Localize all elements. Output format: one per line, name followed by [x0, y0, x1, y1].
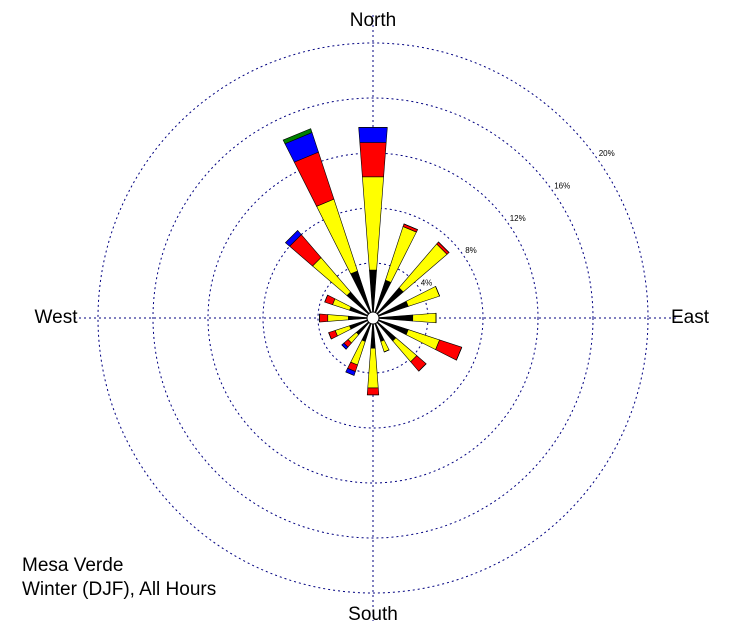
- rose-segment: [358, 127, 388, 143]
- grid-ring: [207, 152, 539, 484]
- rose-segment: [282, 128, 313, 145]
- rose-segment: [284, 229, 302, 247]
- annotation: Mesa Verde: [22, 555, 123, 576]
- rose-segment: [341, 342, 349, 350]
- rose-segment: [324, 294, 336, 306]
- rose-segment: [319, 313, 329, 323]
- r-tick-label: 20%: [599, 149, 615, 158]
- rose-segment: [402, 223, 419, 233]
- rose-segment: [384, 349, 390, 353]
- rose-segment: [367, 347, 379, 389]
- direction-label: East: [671, 307, 710, 328]
- direction-label: South: [348, 604, 398, 625]
- grid-ring: [262, 207, 484, 429]
- r-tick-label: 12%: [510, 214, 526, 223]
- rose-segment: [392, 337, 418, 363]
- rose-segment: [405, 285, 441, 307]
- calm-circle: [366, 311, 380, 325]
- grid-ring: [97, 42, 649, 594]
- rose-segment: [359, 142, 387, 178]
- rose-segment: [350, 339, 366, 366]
- r-tick-label: 8%: [465, 246, 477, 255]
- direction-label: North: [350, 10, 396, 31]
- rose-segment: [345, 367, 356, 376]
- rose-segment: [324, 294, 328, 303]
- rose-segment: [362, 176, 384, 271]
- rose-segment: [328, 332, 332, 340]
- annotation: Winter (DJF), All Hours: [22, 579, 216, 600]
- r-tick-label: 16%: [554, 181, 570, 190]
- rose-segment: [327, 314, 349, 322]
- rose-segment: [412, 312, 437, 324]
- r-tick-label: 4%: [421, 278, 433, 287]
- grid-ring: [152, 97, 594, 539]
- rose-segment: [334, 325, 352, 337]
- rose-segment: [293, 151, 335, 207]
- rose-segment: [332, 298, 352, 311]
- rose-segment: [436, 241, 450, 255]
- rose-segment: [366, 387, 380, 396]
- direction-label: West: [35, 307, 79, 328]
- rose-segment: [405, 329, 441, 351]
- rose-segment: [312, 257, 351, 296]
- rose-segment: [456, 347, 463, 361]
